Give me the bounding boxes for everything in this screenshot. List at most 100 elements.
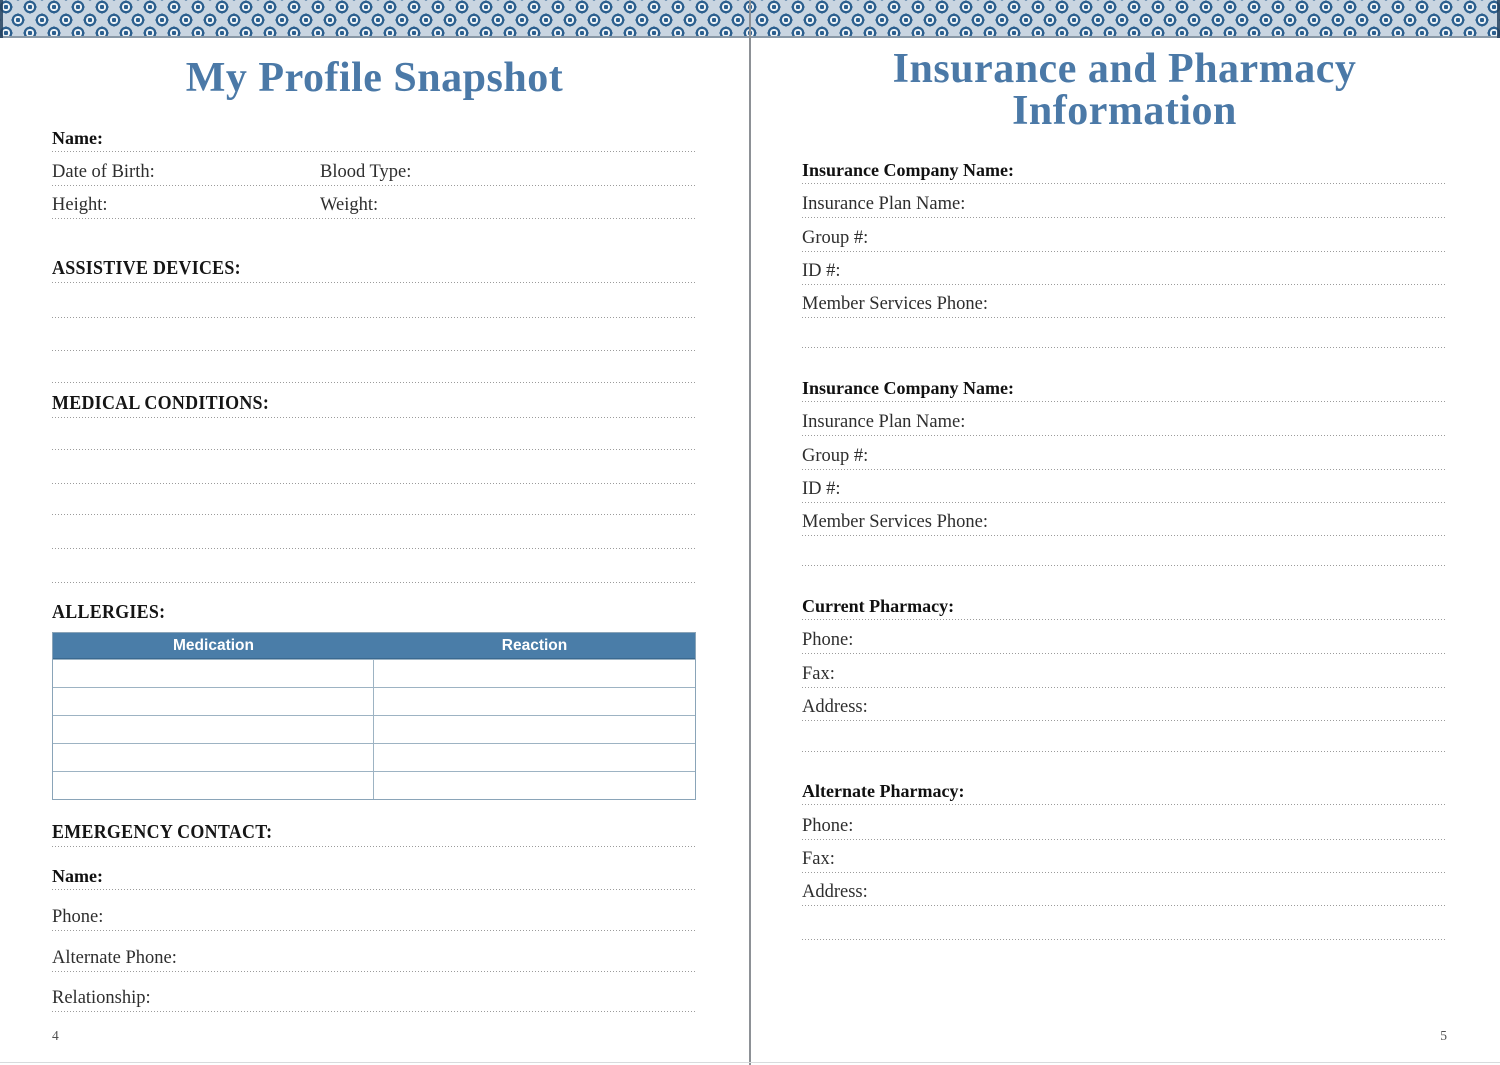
right-page: Insurance and Pharmacy Information Insur… — [750, 0, 1500, 1065]
field-cur-fax: Fax: — [802, 656, 1447, 688]
ins1-company-label: Insurance Company Name: — [802, 160, 1015, 180]
banner-left-edge — [0, 0, 3, 38]
field-ec-relationship: Relationship: — [52, 980, 697, 1012]
allergy-cell-reaction — [374, 716, 695, 743]
write-line — [52, 351, 697, 383]
field-ins2-company: Insurance Company Name: — [802, 370, 1447, 402]
write-line — [52, 418, 697, 450]
field-ins1-group: Group #: — [802, 220, 1447, 252]
allergy-cell-reaction — [374, 660, 695, 687]
allergies-header: ALLERGIES: — [52, 602, 166, 623]
allergy-table-row — [53, 743, 695, 771]
alt-phone-label: Phone: — [802, 816, 854, 836]
write-line — [52, 452, 697, 484]
alt-address-label: Address: — [802, 882, 868, 902]
section-assistive-devices: ASSISTIVE DEVICES: — [52, 251, 697, 283]
allergy-table-header: Medication Reaction — [53, 633, 695, 659]
field-ec-phone: Phone: — [52, 899, 697, 931]
page-number-right: 5 — [1440, 1028, 1447, 1043]
ins2-company-label: Insurance Company Name: — [802, 378, 1015, 398]
write-line — [802, 908, 1447, 940]
alt-fax-label: Fax: — [802, 849, 835, 869]
cur-address-label: Address: — [802, 697, 868, 717]
allergy-table-row — [53, 715, 695, 743]
ins1-plan-label: Insurance Plan Name: — [802, 194, 966, 214]
allergy-col-reaction: Reaction — [501, 637, 568, 654]
allergy-table-row — [53, 687, 695, 715]
assistive-devices-header: ASSISTIVE DEVICES: — [52, 258, 241, 279]
field-ins2-plan: Insurance Plan Name: — [802, 404, 1447, 436]
cur-fax-label: Fax: — [802, 664, 835, 684]
section-medical-conditions: MEDICAL CONDITIONS: — [52, 386, 697, 418]
current-pharmacy-label: Current Pharmacy: — [802, 596, 955, 616]
allergy-table-row — [53, 771, 695, 799]
ins2-group-label: Group #: — [802, 446, 869, 466]
page-bottom-edge — [0, 1062, 1500, 1063]
dob-label: Date of Birth: — [52, 162, 155, 182]
ins1-id-label: ID #: — [802, 261, 841, 281]
field-alt-fax: Fax: — [802, 841, 1447, 873]
banner-right-edge — [1497, 0, 1500, 38]
field-ins1-id: ID #: — [802, 253, 1447, 285]
write-line — [802, 316, 1447, 348]
section-allergies: ALLERGIES: — [52, 598, 697, 624]
field-ins1-plan: Insurance Plan Name: — [802, 186, 1447, 218]
write-line — [802, 720, 1447, 752]
height-label: Height: — [52, 195, 108, 215]
ins1-member-phone-label: Member Services Phone: — [802, 294, 988, 314]
ec-alt-phone-label: Alternate Phone: — [52, 948, 177, 968]
name-label: Name: — [52, 128, 103, 148]
ec-relationship-label: Relationship: — [52, 988, 151, 1008]
field-alt-address: Address: — [802, 874, 1447, 906]
allergy-cell-reaction — [374, 688, 695, 715]
write-line — [802, 534, 1447, 566]
allergy-cell-medication — [53, 744, 374, 771]
allergy-cell-medication — [53, 772, 374, 799]
ins1-group-label: Group #: — [802, 228, 869, 248]
allergy-cell-medication — [53, 688, 374, 715]
write-line — [52, 286, 697, 318]
field-height-weight: Height: Weight: — [52, 187, 697, 219]
ins2-member-phone-label: Member Services Phone: — [802, 512, 988, 532]
title-line-1: Insurance and Pharmacy — [892, 46, 1357, 92]
page-number-left: 4 — [52, 1028, 59, 1043]
ec-name-label: Name: — [52, 866, 103, 886]
ins2-id-label: ID #: — [802, 479, 841, 499]
write-line — [52, 483, 697, 515]
ec-phone-label: Phone: — [52, 907, 104, 927]
left-page: My Profile Snapshot Name: Date of Birth:… — [52, 55, 697, 1043]
emergency-contact-header: EMERGENCY CONTACT: — [52, 822, 273, 843]
blood-type-label: Blood Type: — [320, 162, 412, 182]
allergy-cell-medication — [53, 716, 374, 743]
field-ec-alt-phone: Alternate Phone: — [52, 940, 697, 972]
medical-conditions-header: MEDICAL CONDITIONS: — [52, 393, 270, 414]
field-dob-bloodtype: Date of Birth: Blood Type: — [52, 154, 697, 186]
allergy-cell-medication — [53, 660, 374, 687]
allergy-table-row — [53, 659, 695, 687]
field-ins1-member-phone: Member Services Phone: — [802, 286, 1447, 318]
field-name: Name: — [52, 120, 697, 152]
field-alt-phone: Phone: — [802, 808, 1447, 840]
field-ec-name: Name: — [52, 858, 697, 890]
ins2-plan-label: Insurance Plan Name: — [802, 412, 966, 432]
page-title-profile-snapshot: My Profile Snapshot — [185, 55, 564, 101]
field-ins1-company: Insurance Company Name: — [802, 152, 1447, 184]
field-cur-phone: Phone: — [802, 622, 1447, 654]
field-ins2-id: ID #: — [802, 471, 1447, 503]
field-ins2-group: Group #: — [802, 438, 1447, 470]
field-cur-address: Address: — [802, 689, 1447, 721]
allergy-cell-reaction — [374, 772, 695, 799]
allergy-table: Medication Reaction — [52, 632, 696, 800]
allergy-cell-reaction — [374, 744, 695, 771]
alternate-pharmacy-label: Alternate Pharmacy: — [802, 781, 965, 801]
write-line — [52, 551, 697, 583]
cur-phone-label: Phone: — [802, 630, 854, 650]
weight-label: Weight: — [320, 195, 379, 215]
field-alternate-pharmacy: Alternate Pharmacy: — [802, 773, 1447, 805]
book-gutter-divider — [749, 0, 751, 1065]
write-line — [52, 319, 697, 351]
field-current-pharmacy: Current Pharmacy: — [802, 588, 1447, 620]
field-ins2-member-phone: Member Services Phone: — [802, 504, 1447, 536]
section-emergency-contact: EMERGENCY CONTACT: — [52, 815, 697, 847]
